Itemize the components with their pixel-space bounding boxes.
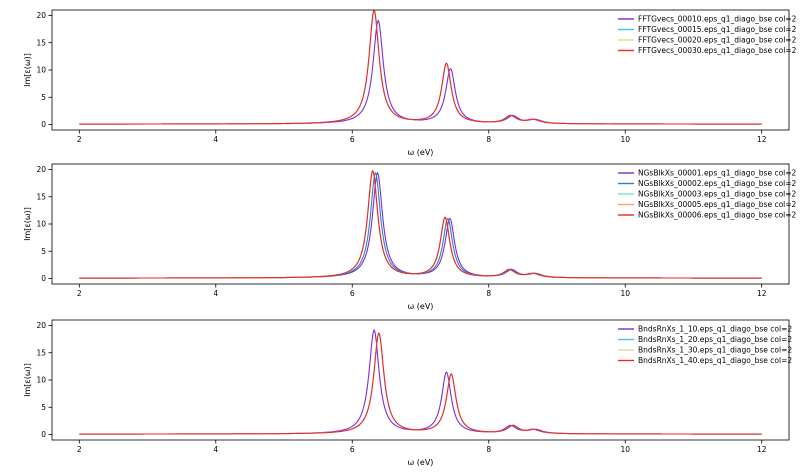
- x-tick-label: 2: [77, 289, 82, 298]
- x-tick-label: 4: [213, 135, 218, 144]
- legend-label: BndsRnXs_1_40.eps_q1_diago_bse col=2: [638, 356, 792, 365]
- y-axis-label: Im[ε(ω)]: [23, 207, 32, 241]
- series-group: [79, 169, 762, 279]
- legend-label: FFTGvecs_00020.eps_q1_diago_bse col=2: [638, 36, 797, 45]
- legend-label: NGsBlkXs_00006.eps_q1_diago_bse col=2: [638, 211, 797, 220]
- x-tick-label: 2: [77, 445, 82, 454]
- legend-label: BndsRnXs_1_20.eps_q1_diago_bse col=2: [638, 335, 792, 344]
- legend: BndsRnXs_1_10.eps_q1_diago_bse col=2Bnds…: [618, 325, 792, 365]
- x-tick-label: 10: [620, 135, 630, 144]
- x-tick-label: 12: [757, 289, 767, 298]
- series-line-5: [79, 169, 762, 279]
- legend-label: NGsBlkXs_00005.eps_q1_diago_bse col=2: [638, 200, 797, 209]
- x-axis-label: ω (eV): [408, 148, 434, 157]
- legend-label: NGsBlkXs_00001.eps_q1_diago_bse col=2: [638, 169, 797, 178]
- x-tick-label: 12: [757, 135, 767, 144]
- y-tick-label: 0: [41, 120, 46, 129]
- legend: NGsBlkXs_00001.eps_q1_diago_bse col=2NGs…: [618, 169, 797, 220]
- chart-panel-3: 2 4 6 8 10 12 0 5 10 15 20 ω (eV) Im[ε(ω)] BndsRnXs_1…: [23, 319, 792, 467]
- y-tick-label: 20: [36, 11, 46, 20]
- x-tick-label: 2: [77, 135, 82, 144]
- y-tick-label: 20: [36, 165, 46, 174]
- x-tick-label: 6: [350, 445, 355, 454]
- chart-panel-1: 2 4 6 8 10 12 0 5 10 15 20 ω (eV) Im[ε(ω)] FFTGvecs_0…: [23, 9, 797, 157]
- y-tick-label: 5: [41, 247, 46, 256]
- legend-label: BndsRnXs_1_10.eps_q1_diago_bse col=2: [638, 325, 792, 334]
- x-axis-label: ω (eV): [408, 302, 434, 311]
- series-line-4: [79, 332, 762, 435]
- y-tick-label: 20: [36, 321, 46, 330]
- x-tick-label: 12: [757, 445, 767, 454]
- legend-label: FFTGvecs_00010.eps_q1_diago_bse col=2: [638, 15, 797, 24]
- y-axis-label: Im[ε(ω)]: [23, 53, 32, 87]
- y-tick-label: 10: [36, 66, 46, 75]
- series-line-4: [79, 10, 762, 125]
- x-tick-label: 8: [486, 135, 491, 144]
- y-tick-label: 15: [36, 348, 46, 357]
- legend-label: FFTGvecs_00015.eps_q1_diago_bse col=2: [638, 25, 797, 34]
- chart-panel-2: 2 4 6 8 10 12 0 5 10 15 20 ω (eV) Im[ε(ω)] NGsBlkXs_0…: [23, 163, 797, 311]
- series-line-2: [79, 171, 762, 279]
- legend-label: FFTGvecs_00030.eps_q1_diago_bse col=2: [638, 46, 797, 55]
- x-tick-label: 6: [350, 135, 355, 144]
- y-tick-label: 0: [41, 430, 46, 439]
- y-axis-label: Im[ε(ω)]: [23, 363, 32, 397]
- x-tick-label: 8: [486, 445, 491, 454]
- x-tick-label: 10: [620, 445, 630, 454]
- x-tick-label: 8: [486, 289, 491, 298]
- y-tick-label: 5: [41, 93, 46, 102]
- y-tick-label: 15: [36, 38, 46, 47]
- series-group: [79, 10, 762, 125]
- x-tick-label: 10: [620, 289, 630, 298]
- series-line-1: [79, 171, 762, 279]
- legend: FFTGvecs_00010.eps_q1_diago_bse col=2FFT…: [618, 15, 797, 55]
- x-tick-label: 4: [213, 445, 218, 454]
- y-tick-label: 15: [36, 192, 46, 201]
- y-tick-label: 0: [41, 274, 46, 283]
- y-tick-label: 10: [36, 376, 46, 385]
- x-tick-label: 6: [350, 289, 355, 298]
- legend-label: NGsBlkXs_00002.eps_q1_diago_bse col=2: [638, 179, 797, 188]
- series-group: [79, 328, 762, 435]
- legend-label: NGsBlkXs_00003.eps_q1_diago_bse col=2: [638, 190, 797, 199]
- y-tick-label: 5: [41, 403, 46, 412]
- legend-label: BndsRnXs_1_30.eps_q1_diago_bse col=2: [638, 346, 792, 355]
- y-tick-label: 10: [36, 220, 46, 229]
- x-tick-label: 4: [213, 289, 218, 298]
- x-axis-label: ω (eV): [408, 458, 434, 467]
